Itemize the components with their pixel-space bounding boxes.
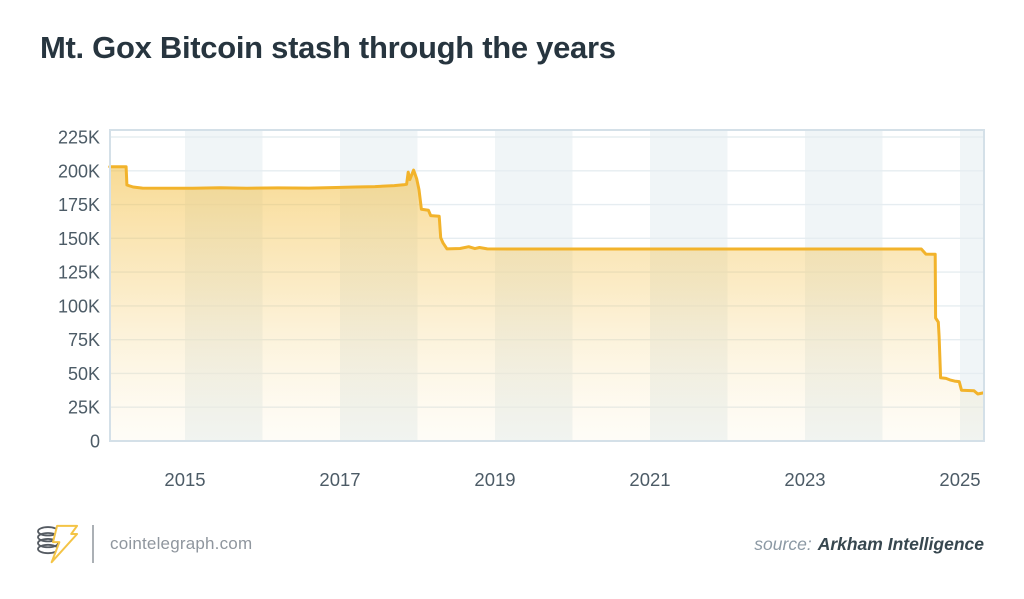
holdings-line [108,165,985,396]
y-tick-label: 0 [90,432,100,452]
x-tick-label: 2021 [629,469,670,490]
y-tick-label: 25K [68,398,100,418]
y-tick-label: 150K [58,229,100,249]
y-tick-label: 200K [58,161,100,181]
footer: cointelegraph.com source: Arkham Intellig… [36,520,984,568]
y-tick-label: 75K [68,330,100,350]
plot-border [109,129,985,442]
x-tick-label: 2015 [164,469,205,490]
y-axis-labels: 0 25K 50K 75K 100K 125K 150K 175K 200K 225K [58,128,100,452]
x-tick-label: 2017 [319,469,360,490]
source-label: source: [754,533,812,554]
holdings-area-fill [109,166,984,441]
brand-lockup: cointelegraph.com [36,524,252,564]
y-tick-label: 100K [58,296,100,316]
x-tick-label: 2025 [939,469,980,490]
y-tick-label: 175K [58,195,100,215]
x-tick-label: 2023 [784,469,825,490]
y-tick-label: 125K [58,263,100,283]
y-tick-label: 50K [68,364,100,384]
source-name: Arkham Intelligence [817,533,984,554]
x-tick-label: 2019 [474,469,515,490]
source-credit: source: Arkham Intelligence [754,534,984,555]
y-tick-label: 225K [58,128,100,148]
brand-url: cointelegraph.com [110,534,253,553]
x-axis-labels: 2015 2017 2019 2021 2023 2025 [164,469,980,490]
cointelegraph-logo-icon [37,524,79,564]
lightning-bolt-icon [50,524,79,564]
footer-divider [92,525,94,563]
chart-title: Mt. Gox Bitcoin stash through the years [40,30,616,65]
